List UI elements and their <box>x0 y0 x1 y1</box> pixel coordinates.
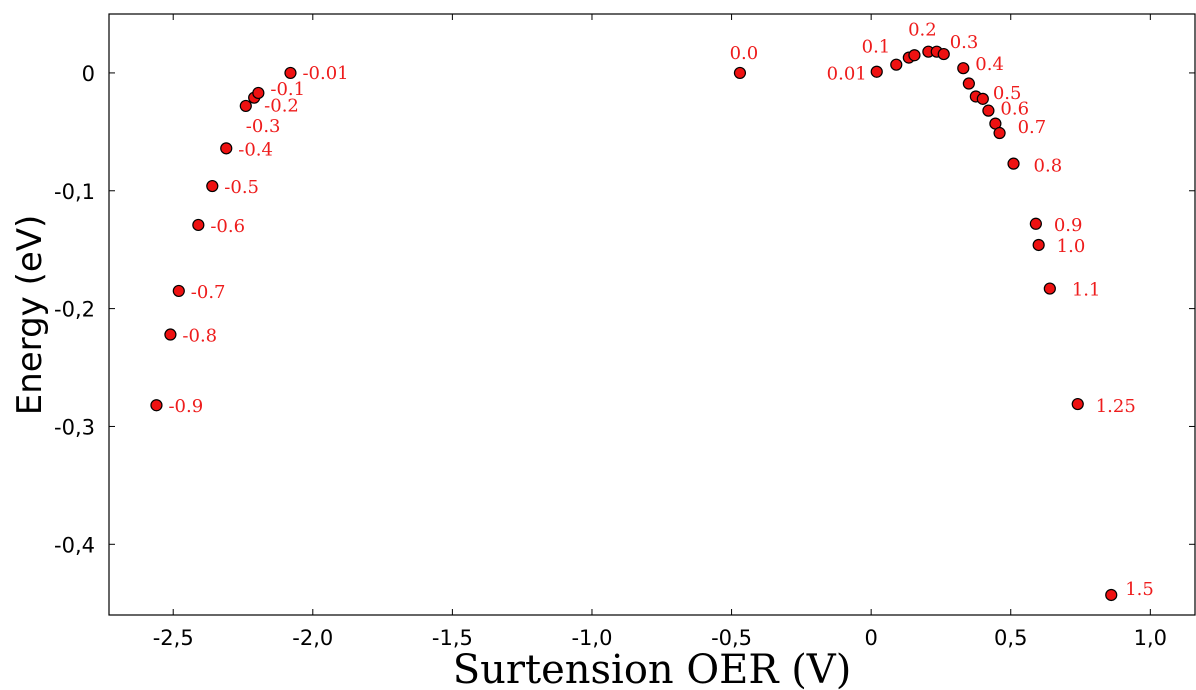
point-label: -0.5 <box>224 177 259 198</box>
point-label: 0.6 <box>1000 99 1029 120</box>
data-point <box>239 99 252 113</box>
data-point <box>937 47 950 61</box>
x-tick-label: -2,5 <box>153 626 194 650</box>
data-point <box>164 328 177 341</box>
point-label: 0.3 <box>950 32 979 53</box>
x-tick-label: 0,5 <box>994 626 1027 650</box>
data-point <box>733 66 747 80</box>
point-labels: -0.9 -0.8 -0.7 -0.6 -0.5 -0.4-0.3-0.2-0.1-0.0… <box>168 20 1153 600</box>
point-label: 0.9 <box>1054 215 1083 236</box>
data-points <box>150 45 1118 602</box>
data-point <box>284 66 297 80</box>
data-point <box>1032 238 1045 252</box>
y-tick-label: -0,1 <box>54 180 95 204</box>
point-label: -0.8 <box>182 326 217 347</box>
point-label: 0.4 <box>975 54 1004 75</box>
data-point <box>192 218 205 232</box>
x-tick-label: 0 <box>864 626 877 650</box>
y-tick-label: -0,4 <box>54 533 95 557</box>
point-label: 0.1 <box>862 37 891 58</box>
y-axis-ticks: 0 -0,1 -0,2 -0,3 -0,4 <box>54 62 1195 557</box>
x-axis-ticks: -2,5 -2,0 -1,5 -1,0 -0,5 0 0,5 1,0 <box>153 14 1167 650</box>
point-label: -0.6 <box>210 216 245 237</box>
data-point <box>206 179 219 193</box>
point-label: -0.01 <box>302 63 348 84</box>
x-tick-label: -0,5 <box>711 626 752 650</box>
point-label: -0.1 <box>270 79 305 100</box>
data-point <box>1105 588 1118 602</box>
x-tick-label: -2,0 <box>292 626 333 650</box>
point-label: 0.01 <box>827 64 867 85</box>
x-tick-label: -1,5 <box>432 626 473 650</box>
data-point <box>1071 397 1084 411</box>
point-label: 1.0 <box>1057 236 1086 257</box>
data-point <box>150 399 163 412</box>
data-point <box>962 77 975 90</box>
data-point <box>957 62 970 75</box>
point-label: 0.0 <box>730 43 759 64</box>
data-point <box>1043 282 1056 295</box>
y-tick-label: 0 <box>82 62 95 86</box>
data-point <box>870 65 883 78</box>
point-label: 1.25 <box>1096 396 1136 417</box>
point-label: 0.7 <box>1018 117 1047 138</box>
data-point <box>890 58 903 71</box>
point-label: 0.8 <box>1034 156 1063 177</box>
point-label: 0.2 <box>908 20 937 41</box>
data-point <box>1029 217 1042 230</box>
point-label: -0.2 <box>264 96 299 117</box>
data-point <box>252 86 265 100</box>
x-tick-label: 1,0 <box>1134 626 1167 650</box>
point-label: -0.7 <box>191 282 226 303</box>
x-tick-label: -1,0 <box>571 626 612 650</box>
x-axis-title: Surtension OER (V) <box>453 647 852 690</box>
point-label: -0.9 <box>168 396 203 417</box>
y-tick-label: -0,3 <box>54 415 95 439</box>
plot-frame <box>108 13 1196 616</box>
point-label: -0.4 <box>238 139 273 160</box>
data-point <box>976 92 989 105</box>
data-point <box>908 49 921 62</box>
y-axis-title: Energy (eV) <box>10 215 50 416</box>
point-label: -0.3 <box>246 116 281 137</box>
data-point <box>982 104 995 117</box>
point-label: 0.5 <box>993 83 1022 104</box>
point-label: 1.5 <box>1125 579 1154 600</box>
data-point <box>220 142 233 155</box>
data-point <box>1007 157 1020 170</box>
data-point <box>993 126 1006 140</box>
point-label: 1.1 <box>1072 280 1101 301</box>
data-point <box>172 284 185 298</box>
y-tick-label: -0,2 <box>54 298 95 322</box>
